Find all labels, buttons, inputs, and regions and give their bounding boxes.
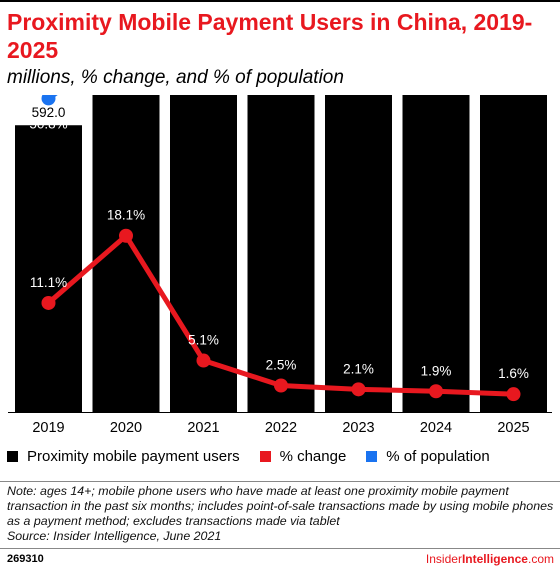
x-tick-label-2024: 2024 (420, 420, 452, 436)
bar-2024 (402, 95, 470, 413)
legend-label-population: % of population (386, 447, 490, 465)
legend-item-change: % change (259, 447, 347, 465)
bar-2025 (480, 95, 547, 412)
x-tick-label-2023: 2023 (342, 420, 374, 436)
legend-label-bars: Proximity mobile payment users (27, 447, 240, 465)
population-label-2019: 50.8% (29, 116, 67, 131)
legend: Proximity mobile payment users % change … (7, 446, 490, 466)
legend-item-bars: Proximity mobile payment users (7, 448, 240, 465)
x-tick-label-2022: 2022 (265, 420, 297, 436)
source-text: Source: Insider Intelligence, June 2021 (7, 529, 222, 543)
x-tick-label-2025: 2025 (497, 420, 529, 436)
legend-item-population: % of population (366, 447, 490, 465)
footer-divider (0, 548, 560, 549)
change-label-2024: 1.9% (421, 363, 452, 378)
change-label-2020: 18.1% (107, 208, 145, 223)
legend-swatch-change (259, 450, 271, 462)
legend-swatch-bars (7, 450, 18, 462)
change-point-2024 (429, 384, 443, 399)
x-tick-label-2021: 2021 (187, 420, 219, 436)
bar-2023 (325, 95, 392, 412)
change-label-2025: 1.6% (498, 366, 529, 381)
change-point-2025 (506, 387, 521, 402)
bar-2022 (247, 95, 315, 412)
legend-swatch-population (366, 450, 378, 462)
note-block: Note: ages 14+; mobile phone users who h… (7, 484, 555, 544)
change-label-2021: 5.1% (188, 333, 219, 348)
change-label-2022: 2.5% (266, 358, 297, 373)
brand-logo: InsiderIntelligence.com (426, 552, 554, 566)
population-point-2019 (41, 95, 56, 106)
change-point-2021 (196, 353, 211, 368)
note-text: Note: ages 14+; mobile phone users who h… (7, 484, 554, 528)
change-label-2023: 2.1% (343, 361, 374, 376)
top-rule (0, 0, 560, 2)
bar-2019 (15, 125, 82, 412)
brand-part-b: Intelligence (461, 552, 528, 566)
note-divider (0, 481, 560, 482)
change-point-2019 (41, 295, 56, 310)
bar-value-label-2019: 592.0 (32, 105, 66, 120)
chart-title: Proximity Mobile Payment Users in China,… (7, 9, 533, 63)
change-point-2022 (274, 378, 288, 393)
x-tick-label-2019: 2019 (32, 420, 64, 436)
change-point-2023 (351, 382, 366, 397)
x-tick-label-2020: 2020 (110, 420, 142, 436)
chart-subtitle: millions, % change, and % of population (7, 67, 344, 88)
brand-part-c: .com (527, 552, 554, 566)
brand-part-a: Insider (425, 552, 462, 566)
change-point-2020 (119, 228, 133, 243)
legend-label-change: % change (279, 447, 347, 465)
chart-id: 269310 (7, 553, 44, 565)
change-label-2019: 11.1% (30, 275, 67, 290)
chart-area: 592.0699.3735.0753.4769.4783.8796.420192… (8, 95, 552, 436)
